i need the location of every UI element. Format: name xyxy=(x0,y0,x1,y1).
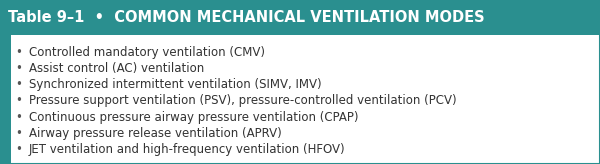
Text: •: • xyxy=(15,111,22,123)
Text: •: • xyxy=(15,62,22,75)
Text: •: • xyxy=(15,143,22,156)
Text: •: • xyxy=(15,127,22,140)
Text: JET ventilation and high-frequency ventilation (HFOV): JET ventilation and high-frequency venti… xyxy=(29,143,346,156)
Text: •: • xyxy=(15,46,22,59)
Text: Table 9–1  •  COMMON MECHANICAL VENTILATION MODES: Table 9–1 • COMMON MECHANICAL VENTILATIO… xyxy=(8,10,484,25)
Bar xyxy=(0,35,11,164)
Bar xyxy=(0,0,600,35)
Text: •: • xyxy=(15,78,22,91)
Text: Pressure support ventilation (PSV), pressure-controlled ventilation (PCV): Pressure support ventilation (PSV), pres… xyxy=(29,94,457,107)
Text: Synchronized intermittent ventilation (SIMV, IMV): Synchronized intermittent ventilation (S… xyxy=(29,78,322,91)
Text: Airway pressure release ventilation (APRV): Airway pressure release ventilation (APR… xyxy=(29,127,281,140)
Text: •: • xyxy=(15,94,22,107)
Text: Assist control (AC) ventilation: Assist control (AC) ventilation xyxy=(29,62,204,75)
Text: Controlled mandatory ventilation (CMV): Controlled mandatory ventilation (CMV) xyxy=(29,46,265,59)
Text: Continuous pressure airway pressure ventilation (CPAP): Continuous pressure airway pressure vent… xyxy=(29,111,358,123)
